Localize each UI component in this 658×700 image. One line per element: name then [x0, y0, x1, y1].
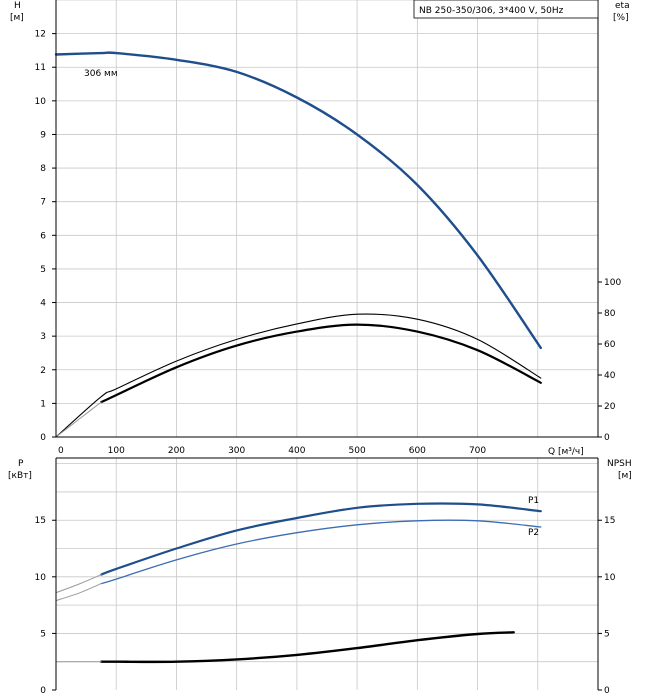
- top-left-tick-7: 7: [40, 198, 46, 208]
- p2-series-label: P2: [528, 528, 539, 538]
- h-axis-unit: [м]: [10, 13, 24, 23]
- top-left-tick-2: 2: [40, 366, 46, 376]
- npsh-axis-unit: [м]: [618, 471, 632, 481]
- q-axis-label: Q [м³/ч]: [548, 447, 584, 457]
- top-right-tick-20: 20: [604, 402, 616, 412]
- top-left-tick-3: 3: [40, 332, 46, 342]
- bottom-left-tick-15: 15: [35, 516, 46, 526]
- bottom-right-tick-15: 15: [604, 516, 615, 526]
- top-x-tick-500: 500: [349, 446, 366, 456]
- top-left-tick-11: 11: [35, 63, 46, 73]
- bottom-right-tick-10: 10: [604, 573, 616, 583]
- top-right-tick-40: 40: [604, 371, 616, 381]
- bottom-series-P1: [100, 502, 542, 576]
- p1-series-label: P1: [528, 496, 539, 506]
- bottom-series-NPSH: [100, 631, 515, 664]
- top-left-tick-8: 8: [40, 164, 46, 174]
- p-axis-unit: [кВт]: [8, 471, 32, 481]
- top-x-tick-400: 400: [288, 446, 305, 456]
- top-plot-area: [56, 0, 598, 437]
- top-left-tick-0: 0: [40, 433, 46, 443]
- bottom-series-P2_ext: [55, 583, 102, 602]
- bottom-plot-area: [56, 458, 598, 690]
- bottom-series: [55, 502, 542, 664]
- top-x-tick-0: 0: [58, 446, 64, 456]
- model-label: NB 250-350/306, 3*400 V, 50Hz: [419, 6, 564, 16]
- top-right-tick-0: 0: [604, 433, 610, 443]
- top-left-tick-6: 6: [40, 231, 46, 241]
- top-left-tick-5: 5: [40, 265, 46, 275]
- top-series-eta_thin: [55, 313, 542, 438]
- p-axis-title: P: [18, 459, 24, 469]
- top-series-eta_ext: [55, 401, 102, 438]
- h-axis-title: H: [14, 1, 21, 11]
- top-x-tick-600: 600: [409, 446, 426, 456]
- bottom-left-tick-10: 10: [35, 573, 47, 583]
- bottom-series-P2: [100, 519, 542, 585]
- bottom-right-tick-5: 5: [604, 629, 610, 639]
- top-series-H_306: [54, 51, 542, 350]
- bottom-left-tick-5: 5: [40, 629, 46, 639]
- model-label-box: NB 250-350/306, 3*400 V, 50Hz: [413, 0, 599, 19]
- npsh-axis-title: NPSH: [607, 459, 632, 469]
- top-x-tick-200: 200: [168, 446, 185, 456]
- top-right-tick-80: 80: [604, 309, 616, 319]
- top-right-tick-60: 60: [604, 340, 616, 350]
- top-series: [54, 51, 542, 438]
- eta-axis-title: eta: [615, 1, 630, 11]
- eta-axis-unit: [%]: [613, 13, 629, 23]
- top-series-eta_thick: [100, 323, 542, 404]
- top-x-tick-700: 700: [469, 446, 486, 456]
- top-x-tick-300: 300: [228, 446, 245, 456]
- impeller-diameter-label: 306 мм: [84, 69, 118, 79]
- top-left-tick-9: 9: [40, 130, 46, 140]
- power-npsh-panel: 0 5 10 15 0 5 10 15 P [кВт] NPSH [м] P1 P2: [8, 457, 632, 696]
- bottom-series-P1_ext: [55, 574, 102, 594]
- bottom-right-tick-0: 0: [604, 686, 610, 696]
- bottom-left-tick-0: 0: [40, 686, 46, 696]
- top-left-tick-12: 12: [35, 30, 46, 40]
- bottom-tick-labels: 0 5 10 15 0 5 10 15: [35, 516, 616, 696]
- top-left-tick-1: 1: [40, 399, 46, 409]
- top-left-tick-4: 4: [40, 299, 46, 309]
- top-x-tick-100: 100: [108, 446, 125, 456]
- top-left-tick-10: 10: [35, 97, 47, 107]
- top-right-tick-100: 100: [604, 278, 621, 288]
